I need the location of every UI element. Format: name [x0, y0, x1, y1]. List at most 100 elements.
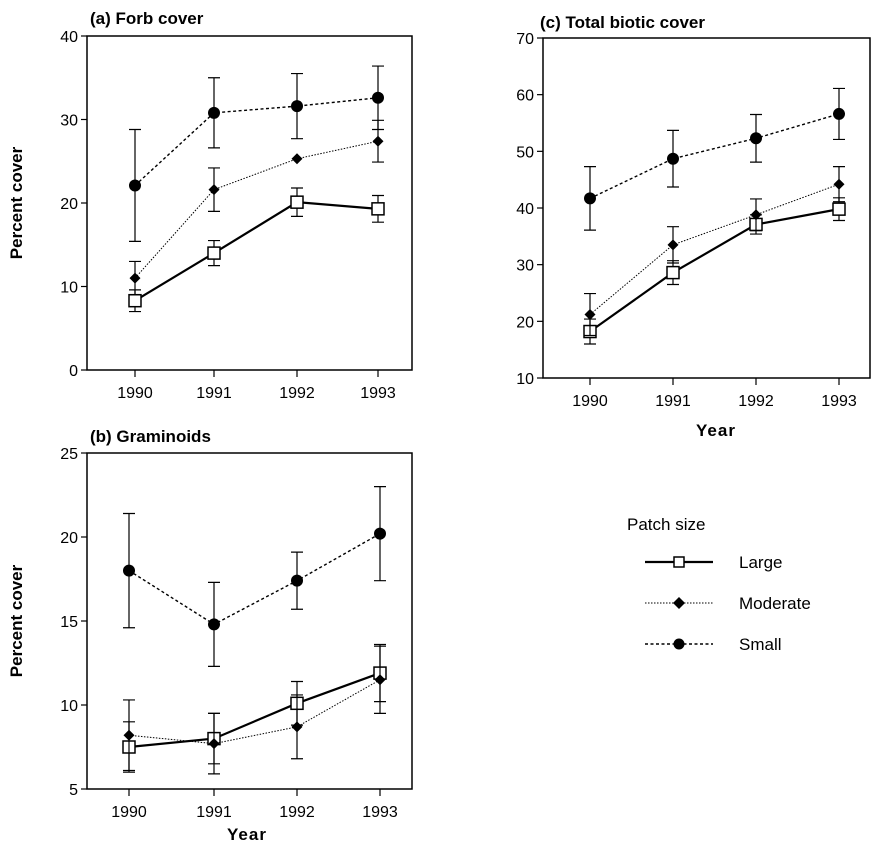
y-tick-label: 20	[516, 314, 534, 331]
series-line	[128, 533, 381, 626]
y-tick-label: 10	[60, 698, 78, 715]
data-point	[123, 564, 135, 577]
series-large	[583, 197, 846, 345]
data-point	[291, 100, 303, 113]
data-point	[208, 184, 220, 196]
y-axis-label: Percent cover	[7, 146, 26, 259]
series-small	[123, 486, 386, 667]
y-tick-label: 10	[60, 280, 78, 297]
x-tick-label: 1991	[196, 804, 232, 821]
data-point	[372, 135, 384, 147]
x-tick-label: 1990	[117, 385, 153, 402]
x-tick-label: 1990	[111, 804, 147, 821]
series-small	[129, 65, 384, 243]
plot-frame	[86, 35, 413, 371]
data-point	[129, 179, 141, 192]
y-tick-label: 15	[60, 614, 78, 631]
panel-graminoids: (b) Graminoids Percent cover Year 5 10 15 2…	[7, 427, 413, 844]
legend-label: Small	[739, 635, 782, 654]
data-point	[291, 574, 303, 587]
y-tick-label: 60	[516, 88, 534, 105]
x-tick-label: 1993	[362, 804, 398, 821]
series-large	[122, 643, 387, 773]
x-tick-label: 1990	[572, 393, 608, 410]
data-point	[128, 293, 142, 308]
legend-label: Large	[739, 553, 782, 572]
legend-item-small: Small	[645, 635, 782, 654]
series-line	[134, 140, 379, 279]
x-tick-label: 1992	[279, 804, 315, 821]
x-tick-label: 1991	[196, 385, 232, 402]
data-point	[833, 107, 845, 120]
series-line	[128, 679, 381, 745]
series-moderate	[584, 166, 845, 337]
data-point	[372, 91, 384, 104]
data-point	[750, 209, 762, 221]
legend-item-large: Large	[645, 553, 782, 572]
panel-title: (b) Graminoids	[90, 427, 211, 446]
y-tick-label: 50	[516, 144, 534, 161]
panel-forb-cover: (a) Forb cover Percent cover 0 10 20 30 40 19…	[7, 9, 413, 402]
y-tick-label: 30	[60, 113, 78, 130]
x-tick-label: 1992	[738, 393, 774, 410]
axis-ticks: 10 20 30 40 50 60 70 1990 1991 1992 1993	[516, 31, 857, 410]
plot-frame	[86, 452, 413, 790]
y-tick-label: 40	[60, 29, 78, 46]
legend: Patch size Large Moderate Small	[627, 515, 811, 654]
axis-ticks: 0 10 20 30 40 1990 1991 1992 1993	[60, 29, 396, 402]
legend-title: Patch size	[627, 515, 705, 534]
series-line	[589, 208, 840, 333]
data-point	[371, 202, 385, 216]
x-tick-label: 1993	[821, 393, 857, 410]
x-axis-label: Year	[696, 421, 736, 440]
data-point	[123, 729, 135, 741]
data-marks	[128, 65, 385, 313]
axis-ticks: 5 10 15 20 25 1990 1991 1992 1993	[60, 446, 398, 821]
x-tick-label: 1992	[279, 385, 315, 402]
data-point	[290, 195, 304, 209]
data-point	[833, 178, 845, 190]
data-point	[208, 618, 220, 631]
series-line	[589, 113, 840, 199]
x-axis-label: Year	[227, 825, 267, 844]
y-tick-label: 25	[60, 446, 78, 463]
data-marks	[122, 486, 387, 775]
data-point	[208, 106, 220, 119]
data-point	[374, 674, 386, 686]
data-point	[291, 153, 303, 165]
y-tick-label: 30	[516, 258, 534, 275]
legend-item-moderate: Moderate	[645, 594, 811, 613]
series-large	[128, 187, 385, 313]
y-axis-label: Percent cover	[7, 564, 26, 677]
y-tick-label: 20	[60, 196, 78, 213]
panel-total-biotic-cover: (c) Total biotic cover Year 10 20 30 40 50 60…	[516, 13, 871, 440]
series-line	[134, 97, 379, 186]
series-line	[128, 672, 381, 749]
data-point	[129, 272, 141, 284]
y-tick-label: 70	[516, 31, 534, 48]
data-marks	[583, 87, 846, 345]
series-line	[589, 183, 840, 315]
series-moderate	[123, 645, 386, 775]
data-point	[584, 192, 596, 205]
data-point	[584, 309, 596, 321]
panel-title: (c) Total biotic cover	[540, 13, 705, 32]
x-tick-label: 1993	[360, 385, 396, 402]
data-point	[832, 202, 846, 216]
legend-label: Moderate	[739, 594, 811, 613]
y-tick-label: 10	[516, 371, 534, 388]
panel-title: (a) Forb cover	[90, 9, 204, 28]
data-point	[291, 721, 303, 733]
data-point	[667, 152, 679, 165]
y-tick-label: 5	[69, 782, 78, 799]
data-point	[667, 239, 679, 251]
x-tick-label: 1991	[655, 393, 691, 410]
data-point	[208, 738, 220, 750]
series-line	[134, 201, 379, 302]
y-tick-label: 0	[69, 363, 78, 380]
data-point	[666, 265, 680, 280]
data-point	[207, 246, 221, 260]
data-point	[750, 132, 762, 145]
data-point	[374, 527, 386, 540]
series-small	[584, 87, 845, 231]
